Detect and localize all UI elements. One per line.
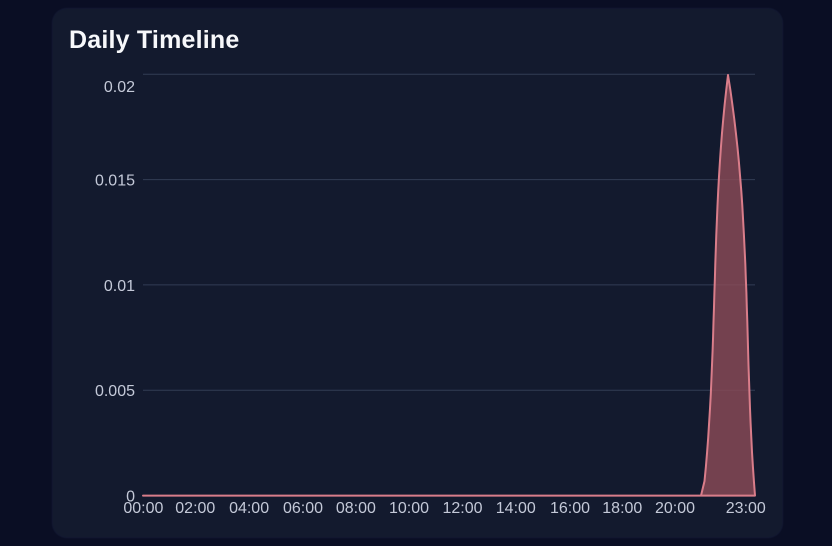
svg-text:12:00: 12:00 [442,500,482,517]
svg-text:10:00: 10:00 [389,500,429,517]
svg-text:14:00: 14:00 [496,500,536,517]
svg-text:0.005: 0.005 [95,383,135,400]
svg-text:04:00: 04:00 [229,500,269,517]
svg-text:20:00: 20:00 [655,500,695,517]
svg-text:18:00: 18:00 [602,500,642,517]
svg-text:06:00: 06:00 [283,500,323,517]
svg-text:0.02: 0.02 [104,79,135,96]
svg-text:0.015: 0.015 [95,173,135,190]
svg-text:00:00: 00:00 [123,500,163,517]
svg-text:08:00: 08:00 [336,500,376,517]
svg-text:23:00: 23:00 [726,500,766,517]
svg-text:16:00: 16:00 [550,500,590,517]
svg-text:02:00: 02:00 [175,500,215,517]
svg-text:0.01: 0.01 [104,278,135,295]
